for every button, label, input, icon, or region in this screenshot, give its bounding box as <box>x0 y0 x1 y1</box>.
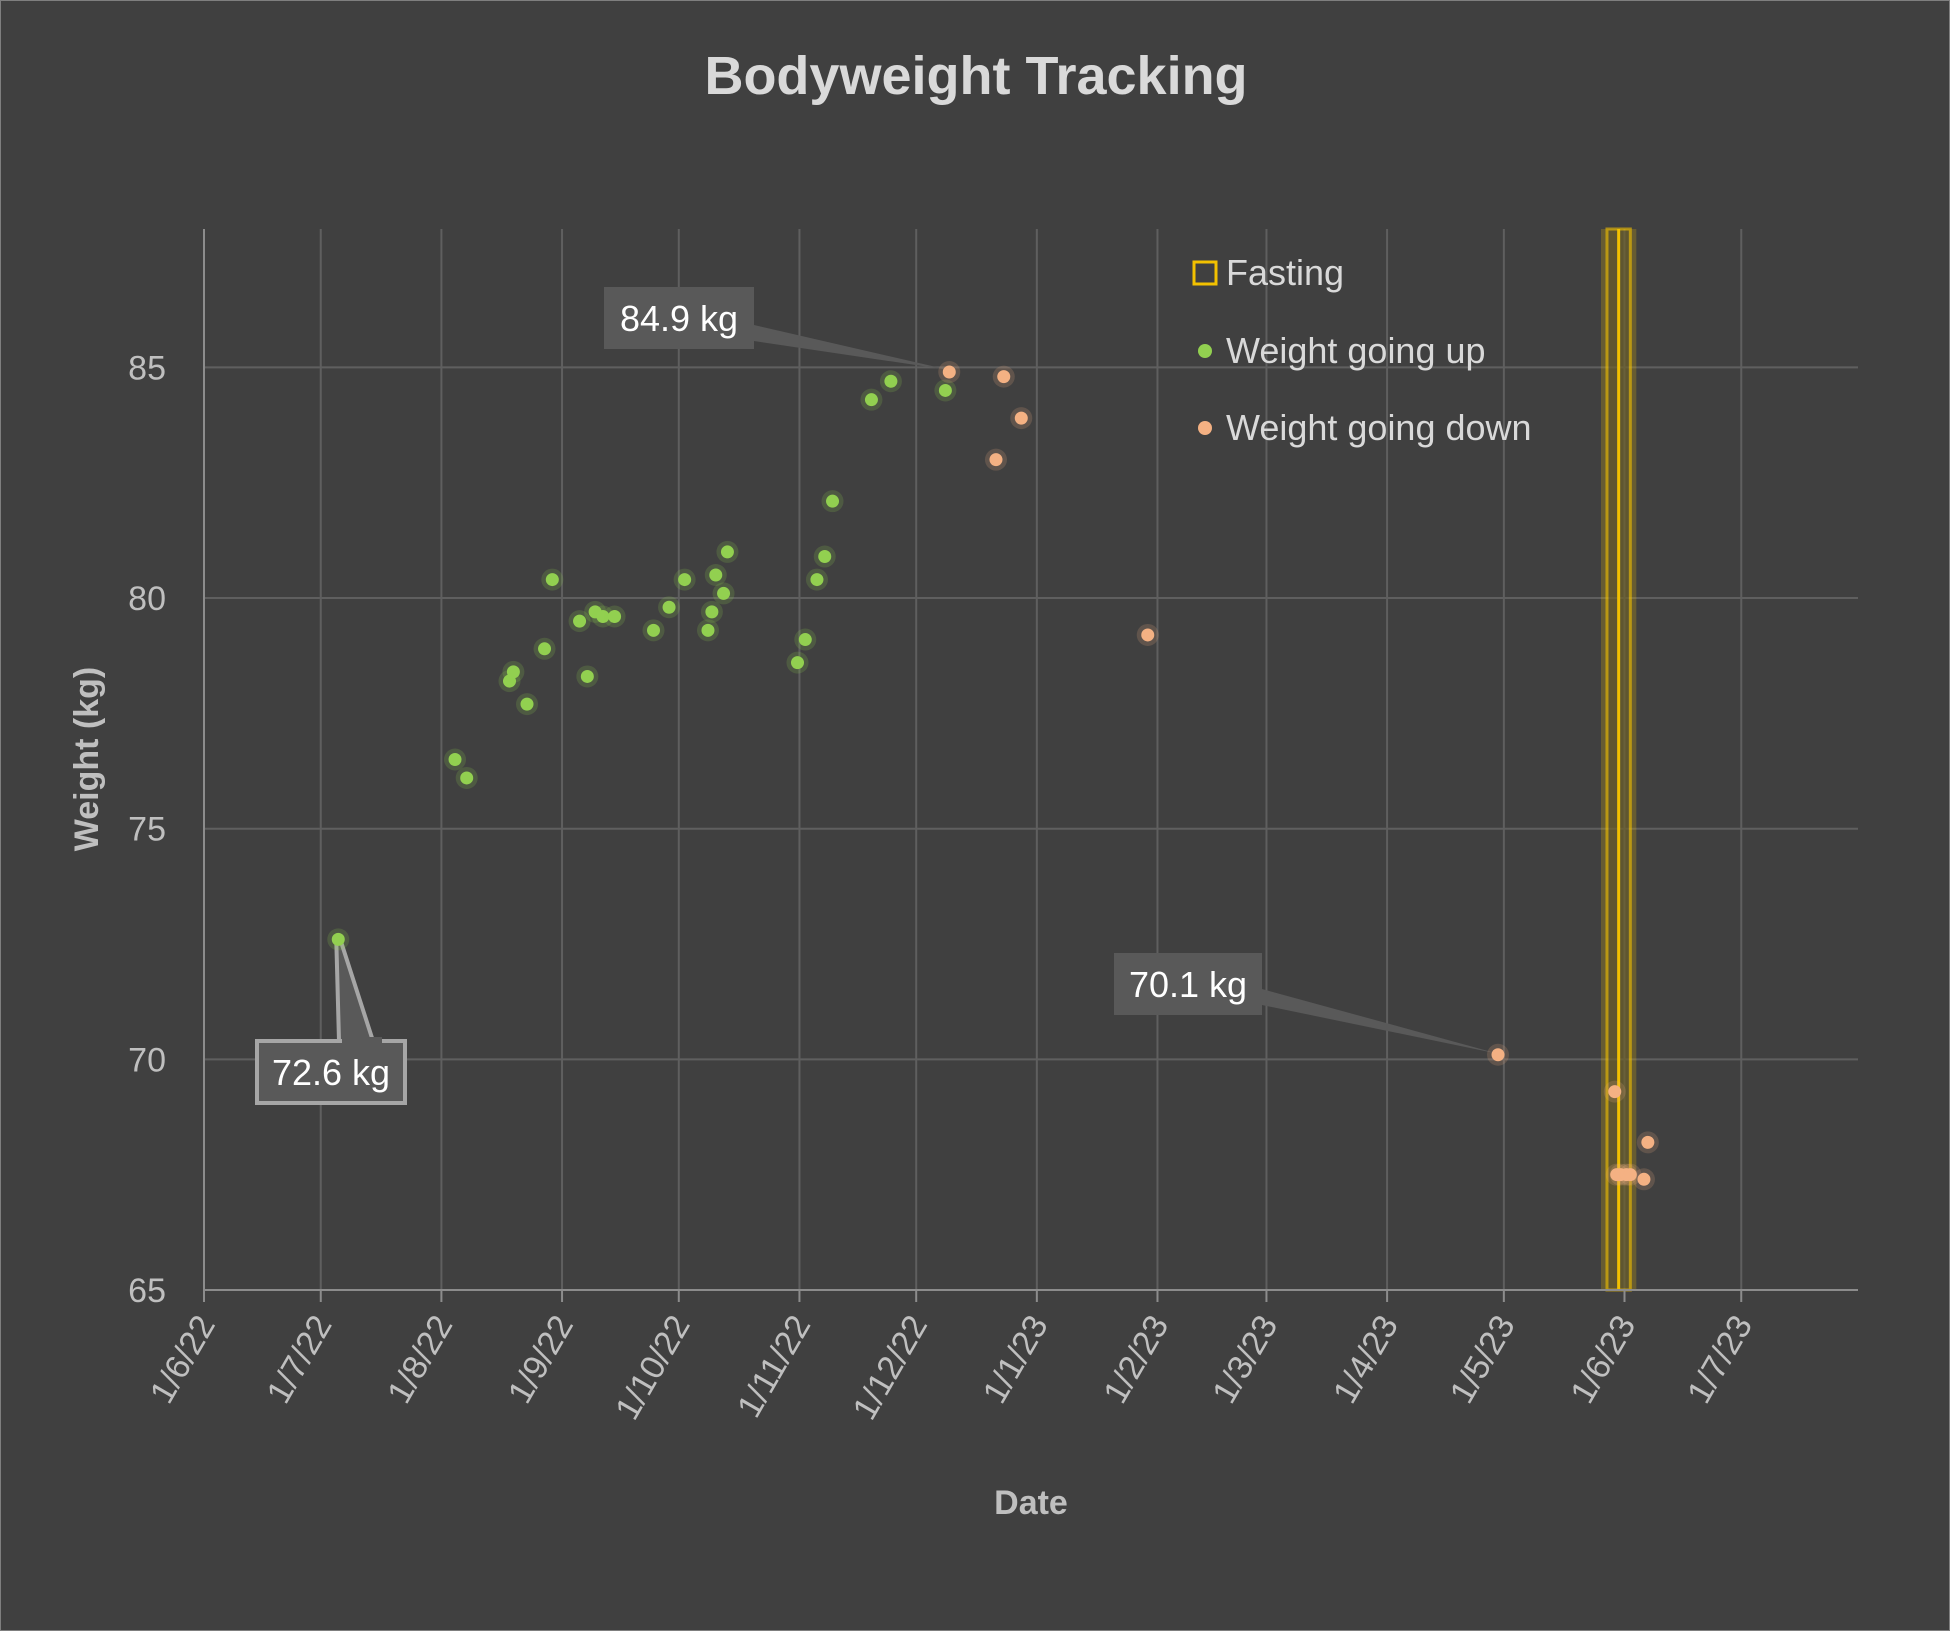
callout-box <box>1114 953 1262 1015</box>
callout-label: 84.9 kg <box>620 298 738 339</box>
callout: 70.1 kg <box>1114 953 1499 1054</box>
x-tick-label: 1/12/22 <box>845 1309 935 1426</box>
callout-label: 70.1 kg <box>1129 964 1247 1005</box>
x-tick-label: 1/11/22 <box>730 1309 818 1424</box>
point-weight-down <box>1491 1048 1505 1062</box>
x-tick-label: 1/3/23 <box>1205 1309 1285 1410</box>
point-weight-up <box>448 753 462 766</box>
x-tick-label: 1/7/22 <box>260 1309 340 1410</box>
y-tick-label: 80 <box>128 580 166 618</box>
point-weight-down <box>1608 1085 1622 1099</box>
callouts: 72.6 kg 84.9 kg 70.1 kg <box>255 287 1499 1105</box>
point-weight-up <box>596 609 610 623</box>
x-tick-label: 1/8/22 <box>380 1309 460 1410</box>
chart-title: Bodyweight Tracking <box>704 46 1247 106</box>
point-weight-up <box>460 771 474 785</box>
point-weight-up <box>573 614 587 628</box>
callout-box <box>604 287 754 349</box>
x-tick-label: 1/6/23 <box>1563 1309 1643 1410</box>
point-weight-up <box>798 633 812 647</box>
point-weight-up <box>818 550 832 564</box>
point-weight-down <box>942 365 956 379</box>
point-weight-down <box>1014 411 1028 425</box>
x-tick-label: 1/5/23 <box>1443 1309 1523 1410</box>
point-weight-down <box>1623 1168 1637 1182</box>
point-weight-down <box>1637 1172 1651 1186</box>
axes <box>203 229 1858 1302</box>
callout-leader <box>754 325 950 371</box>
x-tick-label: 1/4/23 <box>1326 1309 1406 1410</box>
point-weight-up <box>701 623 715 637</box>
data-points <box>327 361 1659 1191</box>
gridlines <box>204 229 1858 1290</box>
x-tick-label: 1/9/22 <box>501 1309 581 1410</box>
point-weight-up <box>717 586 731 600</box>
x-tick-label: 1/10/22 <box>608 1309 698 1426</box>
y-tick-labels: 65 70 75 80 85 <box>128 349 166 1310</box>
point-weight-up <box>662 600 676 614</box>
x-tick-label: 1/1/23 <box>976 1309 1056 1410</box>
legend-label-weight-up: Weight going up <box>1226 330 1486 371</box>
x-axis-title: Date <box>994 1484 1068 1522</box>
fasting-band-layer <box>1600 227 1637 1292</box>
callout-box <box>255 1039 407 1105</box>
callout-label: 72.6 kg <box>272 1052 390 1093</box>
point-weight-up <box>538 642 552 656</box>
point-weight-down <box>1641 1135 1655 1149</box>
point-weight-up <box>646 623 660 637</box>
callout: 84.9 kg <box>604 287 950 371</box>
point-weight-up <box>705 605 719 619</box>
x-tick-label: 1/2/23 <box>1096 1309 1176 1410</box>
point-weight-up <box>506 665 520 679</box>
point-weight-up <box>520 697 534 711</box>
point-weight-down <box>997 370 1011 384</box>
point-weight-up <box>545 573 559 587</box>
x-tick-label: 1/6/22 <box>143 1309 223 1410</box>
point-weight-up <box>938 383 952 397</box>
point-weight-down <box>1141 628 1155 642</box>
callout-leader <box>334 937 375 1043</box>
legend-fasting-swatch <box>1192 260 1218 286</box>
point-weight-down <box>989 453 1003 467</box>
legend-weight-down-marker <box>1198 421 1212 435</box>
x-tick-label: 1/7/23 <box>1680 1309 1760 1410</box>
legend-label-fasting: Fasting <box>1226 252 1344 293</box>
point-weight-up <box>678 573 692 587</box>
point-weight-up <box>608 609 622 623</box>
point-weight-up <box>720 545 734 559</box>
legend-weight-up-marker <box>1198 344 1212 358</box>
point-weight-up <box>864 393 878 407</box>
point-weight-up <box>790 656 804 670</box>
y-axis-title: Weight (kg) <box>68 667 106 851</box>
callout: 72.6 kg <box>255 937 407 1105</box>
point-weight-up <box>826 494 840 508</box>
callout-leader <box>1262 989 1499 1054</box>
legend-label-weight-down: Weight going down <box>1226 407 1532 448</box>
point-weight-up <box>580 669 594 683</box>
callout-joint <box>342 1037 382 1047</box>
point-weight-up <box>331 932 345 946</box>
x-tick-labels: 1/6/22 1/7/22 1/8/22 1/9/22 1/10/22 1/11/22 1/… <box>143 1309 1760 1426</box>
y-tick-label: 70 <box>128 1041 166 1079</box>
point-weight-up <box>810 573 824 587</box>
y-tick-label: 85 <box>128 349 166 387</box>
y-tick-label: 75 <box>128 811 166 849</box>
y-tick-label: 65 <box>128 1272 166 1310</box>
point-weight-up <box>884 374 898 388</box>
point-weight-up <box>709 568 723 582</box>
legend: Fasting Weight going up Weight going dow… <box>1192 252 1532 448</box>
